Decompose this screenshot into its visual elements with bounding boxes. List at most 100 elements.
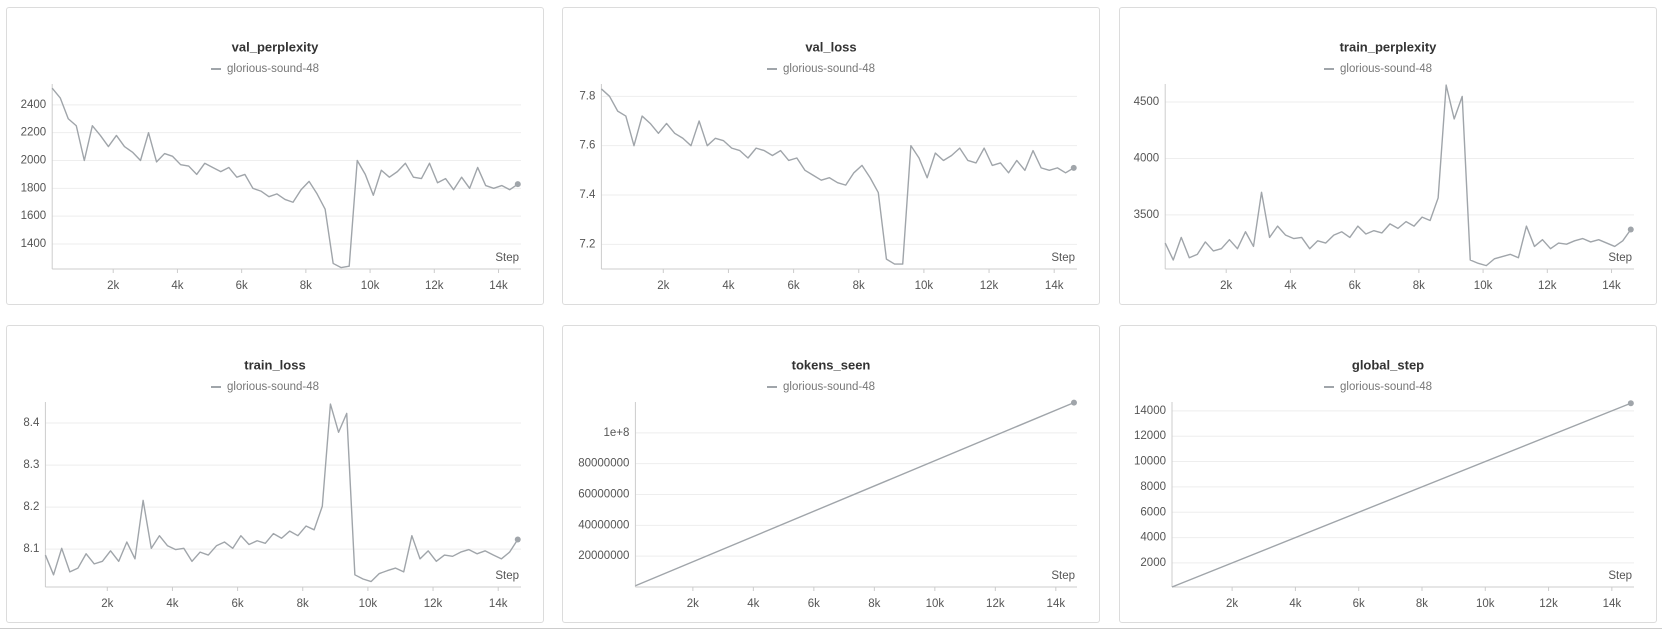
x-tick-label: 6k	[236, 280, 248, 292]
x-tick-label: 8k	[300, 280, 312, 292]
chart-title: val_loss	[805, 39, 856, 54]
end-point	[514, 181, 521, 188]
chart-title: val_perplexity	[232, 39, 319, 54]
y-tick-label: 1600	[21, 210, 47, 222]
x-tick-label: 14k	[489, 280, 508, 292]
y-tick-label: 10000	[1134, 456, 1166, 468]
y-tick-label: 60000000	[578, 489, 629, 501]
y-tick-label: 14000	[1134, 405, 1166, 417]
y-tick-label: 8000	[1140, 481, 1166, 493]
x-tick-label: 2k	[657, 280, 669, 292]
x-tick-label: 6k	[1349, 280, 1361, 292]
x-tick-label: 14k	[1045, 280, 1064, 292]
chart-panel: tokens_seen glorious-sound-48 20000000 4000…	[562, 325, 1100, 623]
x-tick-label: 4k	[747, 598, 759, 610]
y-tick-label: 80000000	[578, 458, 629, 470]
x-tick-label: 8k	[853, 280, 865, 292]
x-tick-label: 12k	[1538, 280, 1557, 292]
y-tick-label: 4000	[1140, 532, 1166, 544]
end-point	[514, 536, 521, 543]
end-point	[1627, 400, 1634, 407]
chart-title: train_loss	[244, 357, 305, 372]
y-tick-label: 2400	[21, 99, 47, 111]
x-tick-label: 14k	[1603, 598, 1622, 610]
chart-panel: val_loss glorious-sound-48 7.2 7.4 7.6 7.8 2k 4…	[562, 7, 1100, 305]
legend-label: glorious-sound-48	[1340, 63, 1432, 75]
chart: tokens_seen glorious-sound-48 20000000 4000…	[578, 357, 1077, 610]
chart-title: train_perplexity	[1340, 39, 1438, 54]
y-tick-label: 4500	[1134, 96, 1160, 108]
x-tick-label: 4k	[1289, 598, 1301, 610]
x-tick-label: 12k	[980, 280, 999, 292]
y-tick-label: 2000	[21, 155, 47, 167]
x-tick-label: 4k	[1284, 280, 1296, 292]
chart-panel: train_loss glorious-sound-48 8.1 8.2 8.3 8.4 2…	[6, 325, 544, 623]
y-tick-label: 2000	[1140, 557, 1166, 569]
x-tick-label: 12k	[986, 598, 1005, 610]
y-tick-label: 8.2	[23, 501, 39, 513]
chart-panel: val_perplexity glorious-sound-48 1400 1600 1…	[6, 7, 544, 305]
x-tick-label: 6k	[808, 598, 820, 610]
x-tick-label: 10k	[915, 280, 934, 292]
x-axis-label: Step	[1608, 252, 1632, 264]
y-tick-label: 2200	[21, 127, 47, 139]
y-tick-label: 7.6	[579, 140, 595, 152]
y-tick-label: 3500	[1134, 209, 1160, 221]
legend-label: glorious-sound-48	[227, 381, 319, 393]
series-line	[1164, 84, 1632, 267]
chart-panel: train_perplexity glorious-sound-48 3500 400…	[1119, 7, 1657, 305]
legend-label: glorious-sound-48	[1340, 381, 1432, 393]
x-tick-label: 12k	[424, 598, 443, 610]
x-tick-label: 8k	[1416, 598, 1428, 610]
x-tick-label: 2k	[101, 598, 113, 610]
x-tick-label: 6k	[232, 598, 244, 610]
y-tick-label: 8.3	[23, 459, 39, 471]
x-tick-label: 14k	[1602, 280, 1621, 292]
x-tick-label: 2k	[107, 280, 119, 292]
y-tick-label: 6000	[1140, 506, 1166, 518]
end-point	[1070, 399, 1077, 406]
chart: val_perplexity glorious-sound-48 1400 1600 1…	[21, 39, 521, 292]
x-axis-label: Step	[1051, 252, 1075, 264]
y-tick-label: 20000000	[578, 550, 629, 562]
x-tick-label: 14k	[489, 598, 508, 610]
series-line	[635, 401, 1075, 587]
x-tick-label: 4k	[171, 280, 183, 292]
x-tick-label: 2k	[1220, 280, 1232, 292]
y-tick-label: 8.1	[23, 543, 39, 555]
legend-label: glorious-sound-48	[783, 381, 875, 393]
legend-label: glorious-sound-48	[227, 63, 319, 75]
x-tick-label: 6k	[788, 280, 800, 292]
x-tick-label: 12k	[425, 280, 444, 292]
x-tick-label: 10k	[1474, 280, 1493, 292]
x-axis-label: Step	[495, 570, 519, 582]
chart: val_loss glorious-sound-48 7.2 7.4 7.6 7.8 2k 4…	[579, 39, 1077, 292]
chart-panel: global_step glorious-sound-48 2000 4000 6000…	[1119, 325, 1657, 623]
x-tick-label: 8k	[868, 598, 880, 610]
chart: global_step glorious-sound-48 2000 4000 6000…	[1134, 357, 1634, 610]
x-tick-label: 8k	[297, 598, 309, 610]
series-line	[51, 87, 519, 269]
y-tick-label: 1e+8	[603, 427, 629, 439]
x-tick-label: 10k	[361, 280, 380, 292]
x-axis-label: Step	[1051, 570, 1075, 582]
x-tick-label: 6k	[1353, 598, 1365, 610]
x-tick-label: 14k	[1047, 598, 1066, 610]
x-axis-label: Step	[495, 252, 519, 264]
y-tick-label: 4000	[1134, 152, 1160, 164]
y-tick-label: 7.2	[579, 238, 595, 250]
x-axis-label: Step	[1608, 570, 1632, 582]
y-tick-label: 12000	[1134, 430, 1166, 442]
x-tick-label: 12k	[1539, 598, 1558, 610]
series-line	[1171, 402, 1632, 588]
chart-title: global_step	[1352, 357, 1424, 372]
y-tick-label: 7.8	[579, 90, 595, 102]
x-tick-label: 4k	[166, 598, 178, 610]
x-tick-label: 2k	[1226, 598, 1238, 610]
x-tick-label: 8k	[1413, 280, 1425, 292]
chart: train_loss glorious-sound-48 8.1 8.2 8.3 8.4 2…	[23, 357, 521, 610]
x-tick-label: 10k	[359, 598, 378, 610]
series-line	[600, 88, 1075, 265]
end-point	[1070, 164, 1077, 171]
